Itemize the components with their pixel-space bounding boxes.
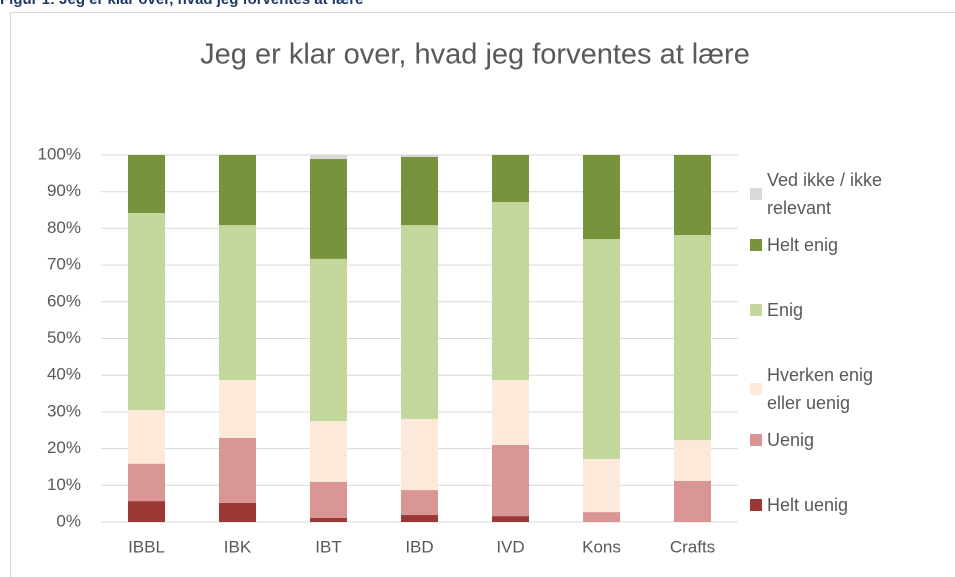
legend-swatch	[750, 383, 762, 395]
bar-segment	[310, 421, 347, 482]
legend-item: Uenig	[750, 426, 900, 454]
bar-segment	[492, 379, 529, 445]
y-tick-label: 50%	[47, 328, 81, 347]
legend-item: Ved ikke / ikke relevant	[750, 166, 900, 222]
y-tick-label: 70%	[47, 255, 81, 274]
legend-item: Helt uenig	[750, 491, 900, 519]
legend-label: Hverken enig eller uenig	[767, 365, 874, 413]
bar-segment	[674, 480, 711, 522]
legend-label: Helt enig	[767, 235, 839, 255]
chart-title: Jeg er klar over, hvad jeg forventes at …	[200, 39, 750, 71]
bar-segment	[219, 437, 256, 503]
bar-segment	[401, 225, 438, 419]
y-tick-label: 30%	[47, 401, 81, 420]
bar-segment	[492, 444, 529, 517]
legend-label: Uenig	[767, 430, 815, 450]
bar-segment	[583, 239, 620, 459]
x-tick-label: IBT	[315, 537, 341, 556]
bar-segment	[219, 155, 256, 226]
bar-segment	[219, 379, 256, 438]
legend-item: Enig	[750, 296, 900, 324]
bar-segment	[401, 490, 438, 516]
legend-swatch	[750, 188, 762, 200]
bar-segment	[401, 155, 438, 157]
x-tick-label: Kons	[582, 537, 621, 556]
y-tick-label: 0%	[56, 511, 81, 530]
x-tick-label: IBD	[405, 537, 433, 556]
bar-segment	[583, 512, 620, 522]
bar-segment	[128, 212, 165, 411]
legend-swatch	[750, 434, 762, 446]
chart-frame	[10, 12, 955, 577]
bar-segment	[583, 458, 620, 513]
bar-segment	[310, 159, 347, 259]
legend-label: Enig	[767, 300, 804, 320]
bar-segment	[401, 515, 438, 522]
legend-swatch	[750, 499, 762, 511]
y-tick-label: 10%	[47, 475, 81, 494]
bar-segment	[492, 201, 529, 380]
bar-segment	[310, 258, 347, 422]
bar-segment	[401, 156, 438, 226]
bar-segment	[401, 418, 438, 491]
x-tick-label: IBK	[224, 537, 252, 556]
bar-segment	[674, 440, 711, 481]
y-tick-label: 90%	[47, 181, 81, 200]
x-tick-label: IBBL	[128, 537, 165, 556]
bar-segment	[128, 463, 165, 502]
bar-segment	[310, 155, 347, 160]
legend-label: Ved ikke / ikke relevant	[767, 170, 883, 218]
y-tick-label: 20%	[47, 438, 81, 457]
caption: Figur 1: Jeg er klar over, hvad jeg forv…	[0, 0, 363, 8]
bar-segment	[583, 155, 620, 240]
bar-segment	[310, 517, 347, 522]
y-tick-label: 100%	[38, 144, 81, 163]
legend-item: Helt enig	[750, 231, 900, 259]
bar-segment	[492, 516, 529, 522]
legend-swatch	[750, 239, 762, 251]
y-tick-label: 40%	[47, 365, 81, 384]
x-tick-label: IVD	[496, 537, 524, 556]
legend-swatch	[750, 304, 762, 316]
legend-label: Helt uenig	[767, 495, 849, 515]
y-tick-label: 60%	[47, 291, 81, 310]
bar-segment	[674, 155, 711, 236]
bar-segment	[310, 481, 347, 518]
bar-segment	[219, 502, 256, 522]
bar-segment	[219, 225, 256, 380]
bar-segment	[128, 501, 165, 522]
bar-segment	[128, 410, 165, 464]
y-tick-label: 80%	[47, 218, 81, 237]
bar-segment	[128, 155, 165, 213]
legend-item: Hverken enig eller uenig	[750, 361, 900, 417]
x-tick-label: Crafts	[670, 537, 715, 556]
bar-segment	[674, 235, 711, 441]
bar-segment	[492, 155, 529, 202]
